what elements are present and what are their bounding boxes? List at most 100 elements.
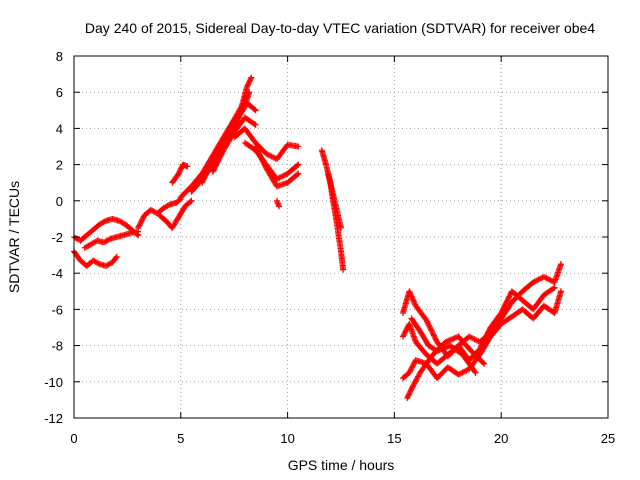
data-point bbox=[106, 236, 113, 243]
data-point bbox=[251, 120, 258, 127]
data-point bbox=[409, 296, 416, 303]
data-point bbox=[92, 258, 99, 265]
series-13 bbox=[252, 143, 302, 190]
data-point bbox=[255, 149, 262, 156]
data-point bbox=[203, 170, 210, 177]
data-point bbox=[427, 324, 434, 331]
data-point bbox=[202, 173, 209, 180]
data-point bbox=[209, 168, 216, 175]
data-point bbox=[503, 298, 510, 305]
data-point bbox=[500, 306, 507, 313]
data-point bbox=[204, 167, 211, 174]
data-point bbox=[500, 304, 507, 311]
data-point bbox=[245, 79, 252, 86]
data-point bbox=[199, 178, 206, 185]
data-point bbox=[252, 107, 259, 114]
data-point bbox=[214, 158, 221, 165]
data-point bbox=[536, 275, 543, 282]
series-15 bbox=[318, 147, 347, 273]
y-tick-label: 8 bbox=[56, 49, 63, 64]
data-point bbox=[551, 284, 558, 291]
data-point bbox=[100, 239, 107, 246]
data-point bbox=[406, 391, 413, 398]
data-point bbox=[264, 151, 271, 158]
data-point bbox=[95, 260, 102, 267]
y-tick-label: 2 bbox=[56, 158, 63, 173]
data-point bbox=[85, 242, 92, 249]
data-point bbox=[149, 207, 156, 214]
data-point bbox=[206, 162, 213, 169]
data-point bbox=[538, 275, 545, 282]
y-tick-label: -2 bbox=[51, 230, 63, 245]
data-point bbox=[103, 262, 110, 269]
data-point bbox=[251, 106, 258, 113]
data-point bbox=[257, 153, 264, 160]
data-point bbox=[258, 154, 265, 161]
data-point bbox=[558, 261, 565, 268]
data-point bbox=[430, 332, 437, 339]
data-point bbox=[90, 239, 97, 246]
data-point bbox=[542, 274, 549, 281]
data-point bbox=[90, 257, 97, 264]
data-point bbox=[480, 359, 487, 366]
y-tick-label: -8 bbox=[51, 339, 63, 354]
data-point bbox=[118, 219, 125, 226]
data-point bbox=[252, 143, 259, 150]
data-point bbox=[506, 292, 513, 299]
data-point bbox=[471, 336, 478, 343]
data-point bbox=[246, 78, 253, 85]
data-point bbox=[268, 153, 275, 160]
data-point bbox=[531, 278, 538, 285]
data-point bbox=[244, 82, 251, 89]
data-point bbox=[432, 336, 439, 343]
data-point bbox=[502, 301, 509, 308]
data-point bbox=[281, 172, 288, 179]
data-point bbox=[543, 275, 550, 282]
data-point bbox=[216, 154, 223, 161]
data-point bbox=[338, 224, 344, 231]
series-21 bbox=[408, 315, 479, 376]
data-point bbox=[468, 334, 475, 341]
data-point bbox=[205, 166, 212, 173]
data-point bbox=[294, 162, 301, 169]
x-tick-label: 5 bbox=[177, 431, 184, 446]
data-point bbox=[244, 83, 251, 90]
data-point bbox=[102, 238, 109, 245]
data-point bbox=[425, 321, 432, 328]
x-axis-label: GPS time / hours bbox=[288, 457, 395, 473]
data-point bbox=[546, 276, 553, 283]
data-point bbox=[429, 330, 436, 337]
data-point bbox=[411, 300, 418, 307]
data-point bbox=[200, 175, 207, 182]
y-tick-label: 6 bbox=[56, 85, 63, 100]
data-point bbox=[428, 327, 435, 334]
data-marks bbox=[71, 74, 565, 402]
data-point bbox=[407, 290, 414, 297]
data-point bbox=[164, 202, 171, 209]
data-point bbox=[252, 121, 259, 128]
data-point bbox=[408, 292, 415, 299]
data-point bbox=[530, 279, 537, 286]
data-point bbox=[269, 154, 276, 161]
data-point bbox=[429, 328, 436, 335]
series-20 bbox=[404, 333, 488, 402]
data-point bbox=[187, 198, 194, 205]
data-point bbox=[406, 288, 413, 295]
data-point bbox=[161, 204, 168, 211]
data-point bbox=[255, 148, 262, 155]
data-point bbox=[456, 370, 463, 377]
data-point bbox=[160, 205, 167, 212]
data-point bbox=[506, 293, 513, 300]
y-tick-label: -4 bbox=[51, 266, 63, 281]
data-point bbox=[472, 336, 479, 343]
series-10 bbox=[209, 114, 259, 175]
data-point bbox=[218, 152, 225, 159]
data-point bbox=[405, 392, 412, 399]
data-point bbox=[505, 294, 512, 301]
series-5 bbox=[156, 197, 195, 231]
data-point bbox=[178, 165, 185, 172]
data-point bbox=[459, 369, 466, 376]
data-point bbox=[462, 368, 469, 375]
series-2 bbox=[71, 248, 120, 269]
